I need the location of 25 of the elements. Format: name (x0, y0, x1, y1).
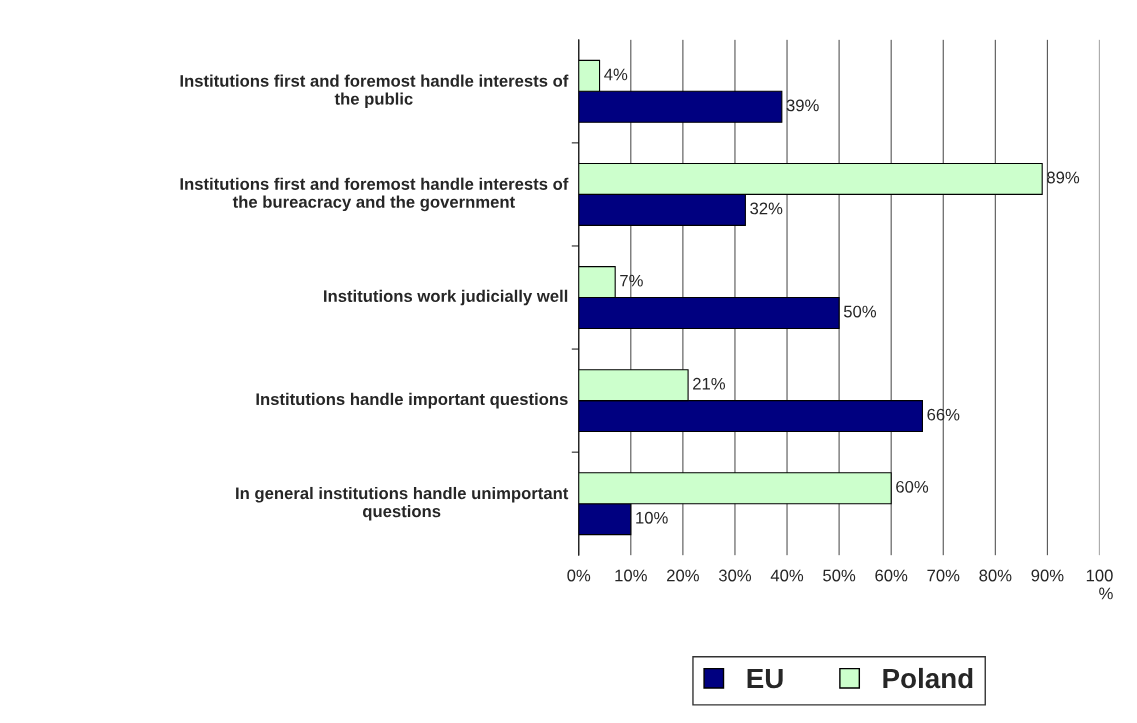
data-label: 10% (636, 511, 668, 524)
legend-label: Poland (883, 667, 973, 689)
data-label: 4% (604, 68, 628, 81)
y-tick-label: Institutions handle important questions (256, 392, 568, 409)
x-tick-label: 10% (615, 569, 647, 582)
data-label: 50% (843, 305, 877, 318)
y-tick-label: Institutions work judicially well (324, 289, 568, 306)
data-label: 60% (896, 480, 929, 493)
data-label: 39% (786, 99, 819, 112)
data-label: 21% (693, 377, 726, 390)
x-tick-label: 20% (667, 569, 699, 582)
x-tick-label: 80% (979, 569, 1012, 582)
y-tick-label: Institutions first and foremost handle interests of the bureacracy and the government (180, 177, 569, 212)
x-tick-label: 40% (770, 569, 804, 582)
x-tick-label: 30% (718, 569, 752, 582)
y-tick-label: In general institutions handle unimportant questions (236, 486, 569, 521)
x-tick-label: 70% (927, 569, 960, 582)
x-tick-label: 0% (567, 569, 591, 582)
legend-label: EU (747, 668, 783, 689)
x-tick-label: 60% (875, 569, 908, 582)
x-tick-label: 100 % (1086, 569, 1113, 600)
data-label: 32% (750, 202, 783, 215)
x-tick-label: 50% (823, 569, 856, 582)
y-tick-label: Institutions first and foremost handle interests of the public (180, 74, 569, 109)
x-tick-label: 90% (1031, 569, 1064, 582)
